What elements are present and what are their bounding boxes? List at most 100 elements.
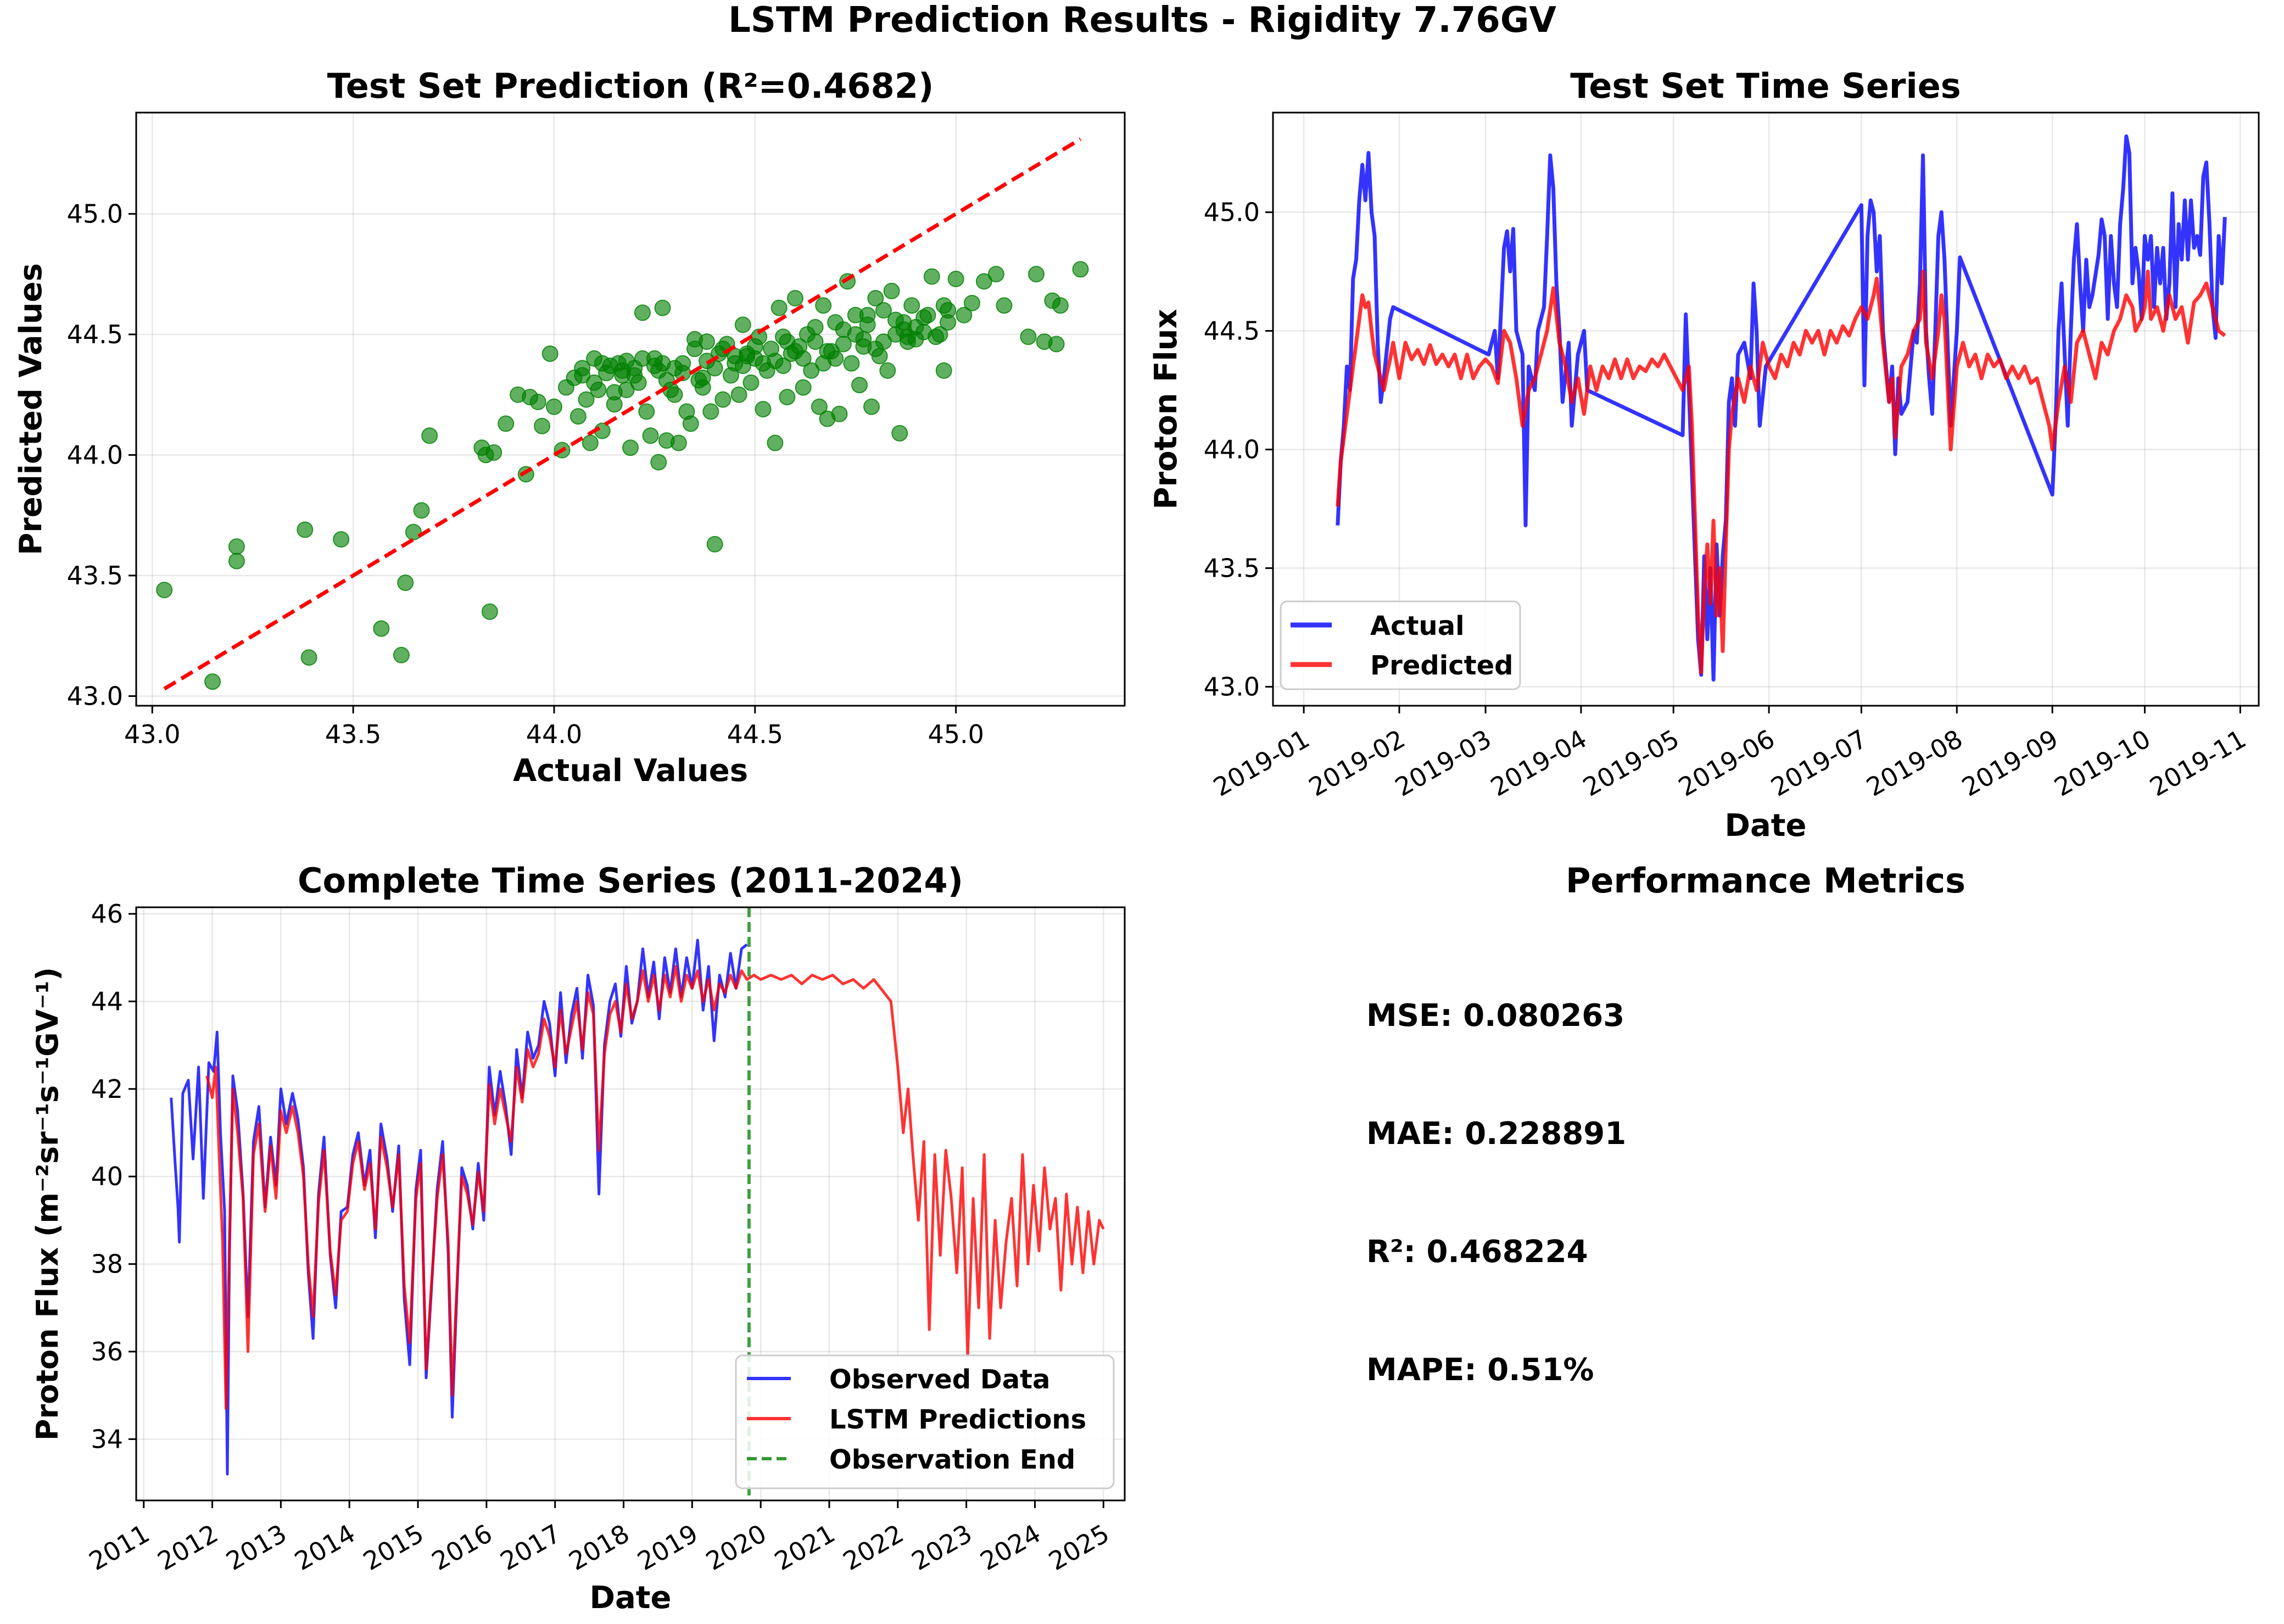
scatter-point	[574, 367, 591, 384]
scatter-point	[686, 341, 703, 358]
scatter-point	[297, 521, 314, 538]
scatter-point	[831, 405, 848, 422]
scatter-point	[541, 345, 559, 362]
scatter-point	[666, 386, 683, 403]
x-tick-label: 2019-07	[1766, 724, 1872, 802]
legend-obs-end-label: Observation End	[829, 1444, 1075, 1475]
legend-predicted-label: Predicted	[1370, 650, 1514, 681]
predicted-series-line	[1336, 269, 2226, 674]
scatter-point	[706, 535, 723, 553]
scatter-point	[940, 314, 957, 331]
scatter-ticks: 43.0 43.5 44.0 44.5 45.0 43.0 43.5 44.0 44.5 45.0	[67, 199, 984, 749]
scatter-title: Test Set Prediction (R²=0.4682)	[327, 66, 934, 106]
scatter-point	[702, 403, 719, 420]
complete-ts-ylabel: Proton Flux (m⁻²sr⁻¹s⁻¹GV⁻¹)	[30, 967, 65, 1441]
scatter-point	[807, 333, 824, 350]
scatter-point	[811, 398, 828, 415]
test-ts-ylabel: Proton Flux	[1148, 309, 1184, 509]
scatter-point	[891, 425, 908, 442]
x-tick-label: 2019-11	[2145, 724, 2251, 802]
scatter-point	[730, 386, 747, 403]
metric-mae: MAE: 0.228891	[1366, 1116, 1626, 1152]
y-tick-label: 44.5	[1204, 316, 1260, 345]
y-tick-label: 34	[91, 1424, 123, 1454]
figure-suptitle: LSTM Prediction Results - Rigidity 7.76G…	[728, 0, 1556, 41]
scatter-point	[694, 369, 711, 386]
scatter-point	[654, 355, 671, 372]
x-tick-label: 2021	[769, 1519, 840, 1576]
scatter-point	[879, 362, 896, 379]
x-tick-label: 2025	[1043, 1519, 1114, 1576]
scatter-point	[498, 415, 515, 432]
x-tick-label: 2011	[84, 1519, 154, 1576]
scatter-point	[569, 408, 587, 425]
x-tick-label: 2019-10	[2050, 724, 2155, 802]
scatter-point	[670, 434, 687, 451]
y-tick-label: 43.0	[1204, 672, 1260, 701]
scatter-point	[485, 444, 502, 461]
scatter-point	[614, 362, 631, 379]
scatter-point	[928, 328, 945, 345]
y-tick-label: 45.0	[1204, 197, 1260, 227]
y-tick-label: 44.0	[67, 440, 123, 470]
legend-observed-label: Observed Data	[829, 1364, 1050, 1395]
y-tick-label: 44.0	[1204, 434, 1260, 464]
x-tick-label: 2016	[427, 1519, 497, 1576]
scatter-point	[1028, 266, 1045, 283]
scatter-point	[642, 427, 659, 444]
scatter-point	[654, 299, 671, 316]
scatter-point	[795, 350, 812, 367]
y-tick-label: 46	[91, 899, 123, 929]
scatter-point	[903, 297, 920, 314]
scatter-point	[156, 582, 173, 599]
scatter-point	[421, 427, 438, 444]
scatter-point	[405, 523, 422, 540]
scatter-point	[1072, 261, 1089, 278]
scatter-point	[843, 355, 860, 372]
x-tick-label: 2019-02	[1304, 724, 1410, 802]
x-tick-label: 2019-06	[1673, 724, 1779, 802]
complete-ts-title: Complete Time Series (2011-2024)	[298, 861, 963, 901]
scatter-point	[795, 379, 812, 396]
x-tick-label: 2019-01	[1208, 724, 1314, 802]
x-tick-label: 2019-05	[1578, 724, 1684, 802]
x-tick-label: 2019-03	[1390, 724, 1496, 802]
scatter-point	[875, 333, 892, 350]
y-tick-label: 38	[91, 1249, 123, 1279]
y-tick-label: 40	[91, 1162, 123, 1191]
metric-r2: R²: 0.468224	[1366, 1234, 1588, 1270]
scatter-point	[883, 282, 900, 299]
metrics-panel: Performance Metrics MSE: 0.080263 MAE: 0…	[1366, 861, 1965, 1388]
y-tick-label: 43.5	[1204, 553, 1260, 583]
test-ts-lines	[1336, 134, 2227, 682]
scatter-point	[963, 294, 980, 311]
scatter-point	[529, 393, 546, 410]
scatter-point	[682, 415, 699, 432]
x-tick-label: 2019	[632, 1519, 702, 1576]
legend-actual-label: Actual	[1370, 611, 1465, 641]
scatter-point	[1048, 336, 1065, 353]
test-ts-frame	[1272, 111, 2260, 707]
scatter-points	[156, 137, 1089, 691]
x-tick-label: 44.5	[727, 719, 783, 749]
scatter-point	[228, 553, 245, 570]
scatter-point	[634, 350, 651, 367]
scatter-point	[767, 434, 784, 451]
scatter-point	[755, 401, 772, 417]
metric-mse: MSE: 0.080263	[1366, 998, 1624, 1034]
scatter-point	[803, 362, 820, 379]
scatter-point	[787, 290, 803, 307]
scatter-point	[397, 574, 414, 591]
scatter-point	[996, 297, 1013, 314]
test-ts-legend-box	[1280, 600, 1521, 690]
scatter-point	[947, 270, 964, 287]
metrics-title: Performance Metrics	[1566, 861, 1965, 901]
x-tick-label: 2017	[495, 1519, 566, 1576]
scatter-point	[658, 372, 675, 389]
test-ts-panel: Test Set Time Series 2019-012019-022019-…	[1148, 66, 2260, 844]
complete-ts-frame	[135, 906, 1126, 1502]
scatter-point	[956, 306, 973, 323]
scatter-point	[582, 434, 599, 451]
x-tick-label: 2018	[564, 1519, 634, 1576]
